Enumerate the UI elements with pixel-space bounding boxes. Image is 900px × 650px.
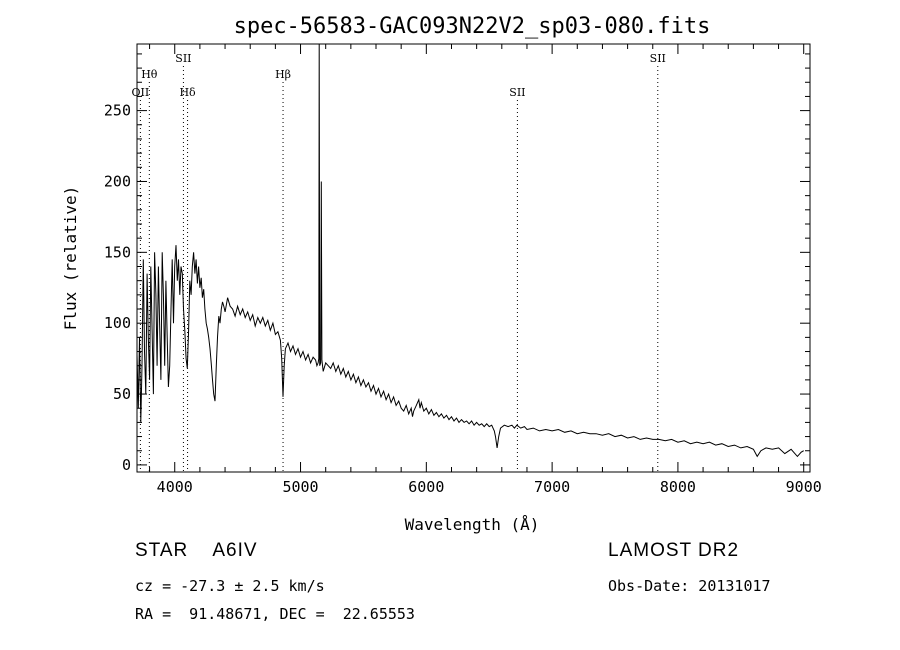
line-marker-label: SII xyxy=(650,52,666,65)
x-tick-label: 5000 xyxy=(282,478,318,496)
line-marker-label: SII xyxy=(175,52,191,65)
line-marker-label: Hβ xyxy=(275,68,291,81)
line-marker-label: OII xyxy=(132,86,150,99)
y-axis-label: Flux (relative) xyxy=(61,186,80,331)
coordinates-readout: RA = 91.48671, DEC = 22.65553 xyxy=(135,605,415,623)
y-tick-label: 0 xyxy=(122,456,131,474)
line-marker-label: SII xyxy=(509,86,525,99)
survey-name: LAMOST DR2 xyxy=(608,540,740,561)
star-classification: STAR A6IV xyxy=(135,540,258,561)
y-tick-label: 150 xyxy=(104,243,131,261)
chart-title: spec-56583-GAC093N22V2_sp03-080.fits xyxy=(234,14,711,39)
plot-area: 4000 5000 6000 7000 8000 9000 0 50 100 150 200 250O… xyxy=(104,43,822,496)
x-tick-label: 9000 xyxy=(786,478,822,496)
spectrum-series-0 xyxy=(137,44,804,458)
line-marker-label: Hδ xyxy=(179,86,196,99)
x-tick-label: 7000 xyxy=(534,478,570,496)
x-tick-label: 6000 xyxy=(408,478,444,496)
y-tick-label: 100 xyxy=(104,314,131,332)
y-tick-label: 250 xyxy=(104,102,131,120)
line-marker-label: Hθ xyxy=(141,68,158,81)
redshift-readout: cz = -27.3 ± 2.5 km/s xyxy=(135,577,325,595)
observation-date: Obs-Date: 20131017 xyxy=(608,577,771,595)
y-tick-label: 50 xyxy=(113,385,131,403)
plot-frame xyxy=(136,43,811,473)
x-tick-label: 4000 xyxy=(157,478,193,496)
x-tick-label: 8000 xyxy=(660,478,696,496)
y-tick-label: 200 xyxy=(104,172,131,190)
x-axis-label: Wavelength (Å) xyxy=(405,515,540,534)
